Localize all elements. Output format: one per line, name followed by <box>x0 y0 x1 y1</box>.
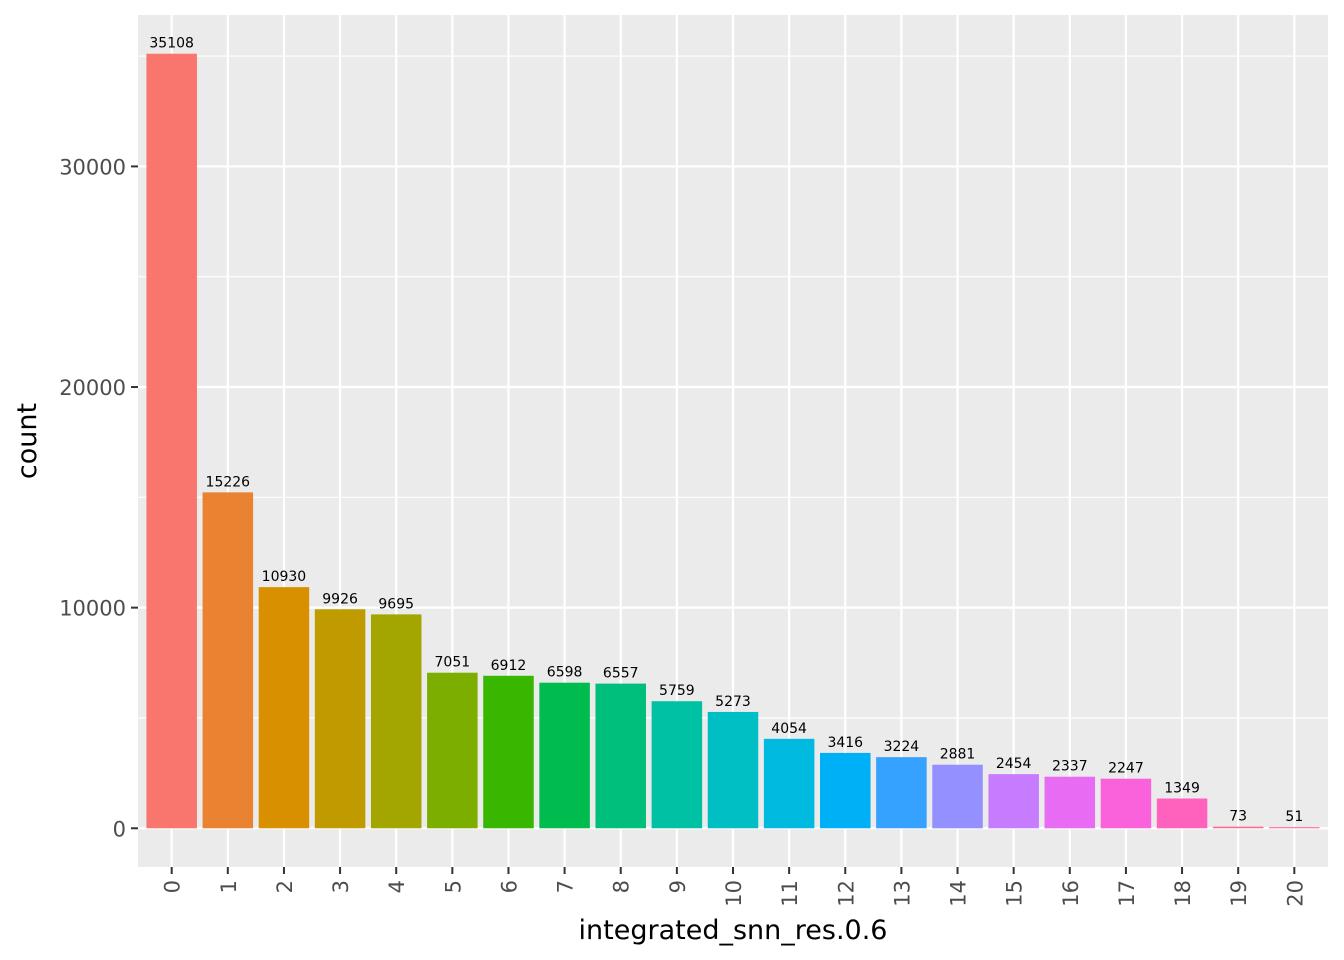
bar <box>202 492 254 829</box>
data-label: 4054 <box>771 721 807 737</box>
data-label: 5759 <box>659 683 695 699</box>
data-label: 2454 <box>996 756 1032 772</box>
x-tick-label: 5 <box>441 880 465 893</box>
x-tick-label: 14 <box>947 880 971 907</box>
y-tick-label: 30000 <box>59 155 126 179</box>
x-tick-label: 19 <box>1227 880 1251 907</box>
x-tick-label: 8 <box>610 880 634 893</box>
bar <box>146 53 197 829</box>
x-tick-label: 18 <box>1171 880 1195 907</box>
data-label: 73 <box>1229 809 1247 825</box>
bar <box>651 701 703 829</box>
bar <box>1156 798 1208 829</box>
x-tick-label: 12 <box>834 880 858 907</box>
data-label: 2881 <box>940 747 976 763</box>
y-axis: 0 10000 20000 30000 <box>59 155 138 841</box>
y-axis-title: count <box>12 403 43 479</box>
bar <box>1212 826 1264 829</box>
data-label: 2337 <box>1052 759 1088 775</box>
data-label: 1349 <box>1164 781 1200 797</box>
data-label: 6598 <box>547 665 583 681</box>
x-tick-label: 17 <box>1115 880 1139 907</box>
x-axis: 0 1 2 3 4 5 6 7 8 9 10 11 12 13 14 15 16 17 18 19 20 <box>161 867 1307 907</box>
bar <box>1269 827 1320 829</box>
data-labels: 35108 15226 10930 9926 9695 7051 6912 6598 6557 5… <box>149 36 1303 825</box>
x-tick-label: 10 <box>722 880 746 907</box>
x-tick-label: 6 <box>497 880 521 893</box>
data-label: 5273 <box>715 694 751 710</box>
bar <box>258 587 310 829</box>
data-label: 3416 <box>827 735 863 751</box>
x-tick-label: 3 <box>329 880 353 893</box>
data-label: 51 <box>1285 809 1303 825</box>
y-tick-label: 10000 <box>59 597 126 621</box>
bar <box>1044 776 1096 829</box>
x-tick-label: 16 <box>1059 880 1083 907</box>
x-tick-label: 20 <box>1283 880 1307 907</box>
data-label: 6557 <box>603 666 639 682</box>
bar <box>820 752 871 829</box>
x-axis-title: integrated_snn_res.0.6 <box>579 915 888 946</box>
data-label: 7051 <box>435 655 471 671</box>
x-tick-label: 7 <box>554 880 578 893</box>
y-tick-label: 20000 <box>59 376 126 400</box>
data-label: 15226 <box>206 474 251 490</box>
bar <box>539 682 590 829</box>
bars <box>146 53 1320 829</box>
bar <box>1100 778 1152 829</box>
bar <box>314 609 366 829</box>
x-tick-label: 13 <box>890 880 914 907</box>
data-label: 3224 <box>884 739 920 755</box>
data-label: 2247 <box>1108 761 1144 777</box>
bar <box>370 614 422 829</box>
x-tick-label: 9 <box>666 880 690 893</box>
bar <box>876 757 927 829</box>
bar <box>427 672 478 829</box>
data-label: 35108 <box>149 36 194 52</box>
y-tick-label: 0 <box>113 817 126 841</box>
bar <box>483 675 534 829</box>
bar <box>707 711 759 829</box>
bar <box>595 683 646 829</box>
data-label: 6912 <box>491 658 527 674</box>
x-tick-label: 15 <box>1003 880 1027 907</box>
x-tick-label: 1 <box>217 880 241 893</box>
x-tick-label: 2 <box>273 880 297 893</box>
bar <box>763 738 815 829</box>
bar <box>932 764 983 829</box>
x-tick-label: 0 <box>161 880 185 893</box>
bar <box>988 774 1039 829</box>
data-label: 10930 <box>262 569 307 585</box>
x-tick-label: 11 <box>778 880 802 907</box>
data-label: 9926 <box>322 591 358 607</box>
data-label: 9695 <box>378 596 414 612</box>
x-tick-label: 4 <box>385 880 409 893</box>
